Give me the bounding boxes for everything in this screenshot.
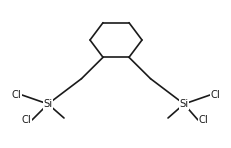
Text: Cl: Cl <box>198 115 208 125</box>
Text: Cl: Cl <box>11 90 21 100</box>
Text: Si: Si <box>43 99 52 109</box>
Text: Si: Si <box>179 99 188 109</box>
Text: Cl: Cl <box>21 115 31 125</box>
Text: Cl: Cl <box>210 90 220 100</box>
